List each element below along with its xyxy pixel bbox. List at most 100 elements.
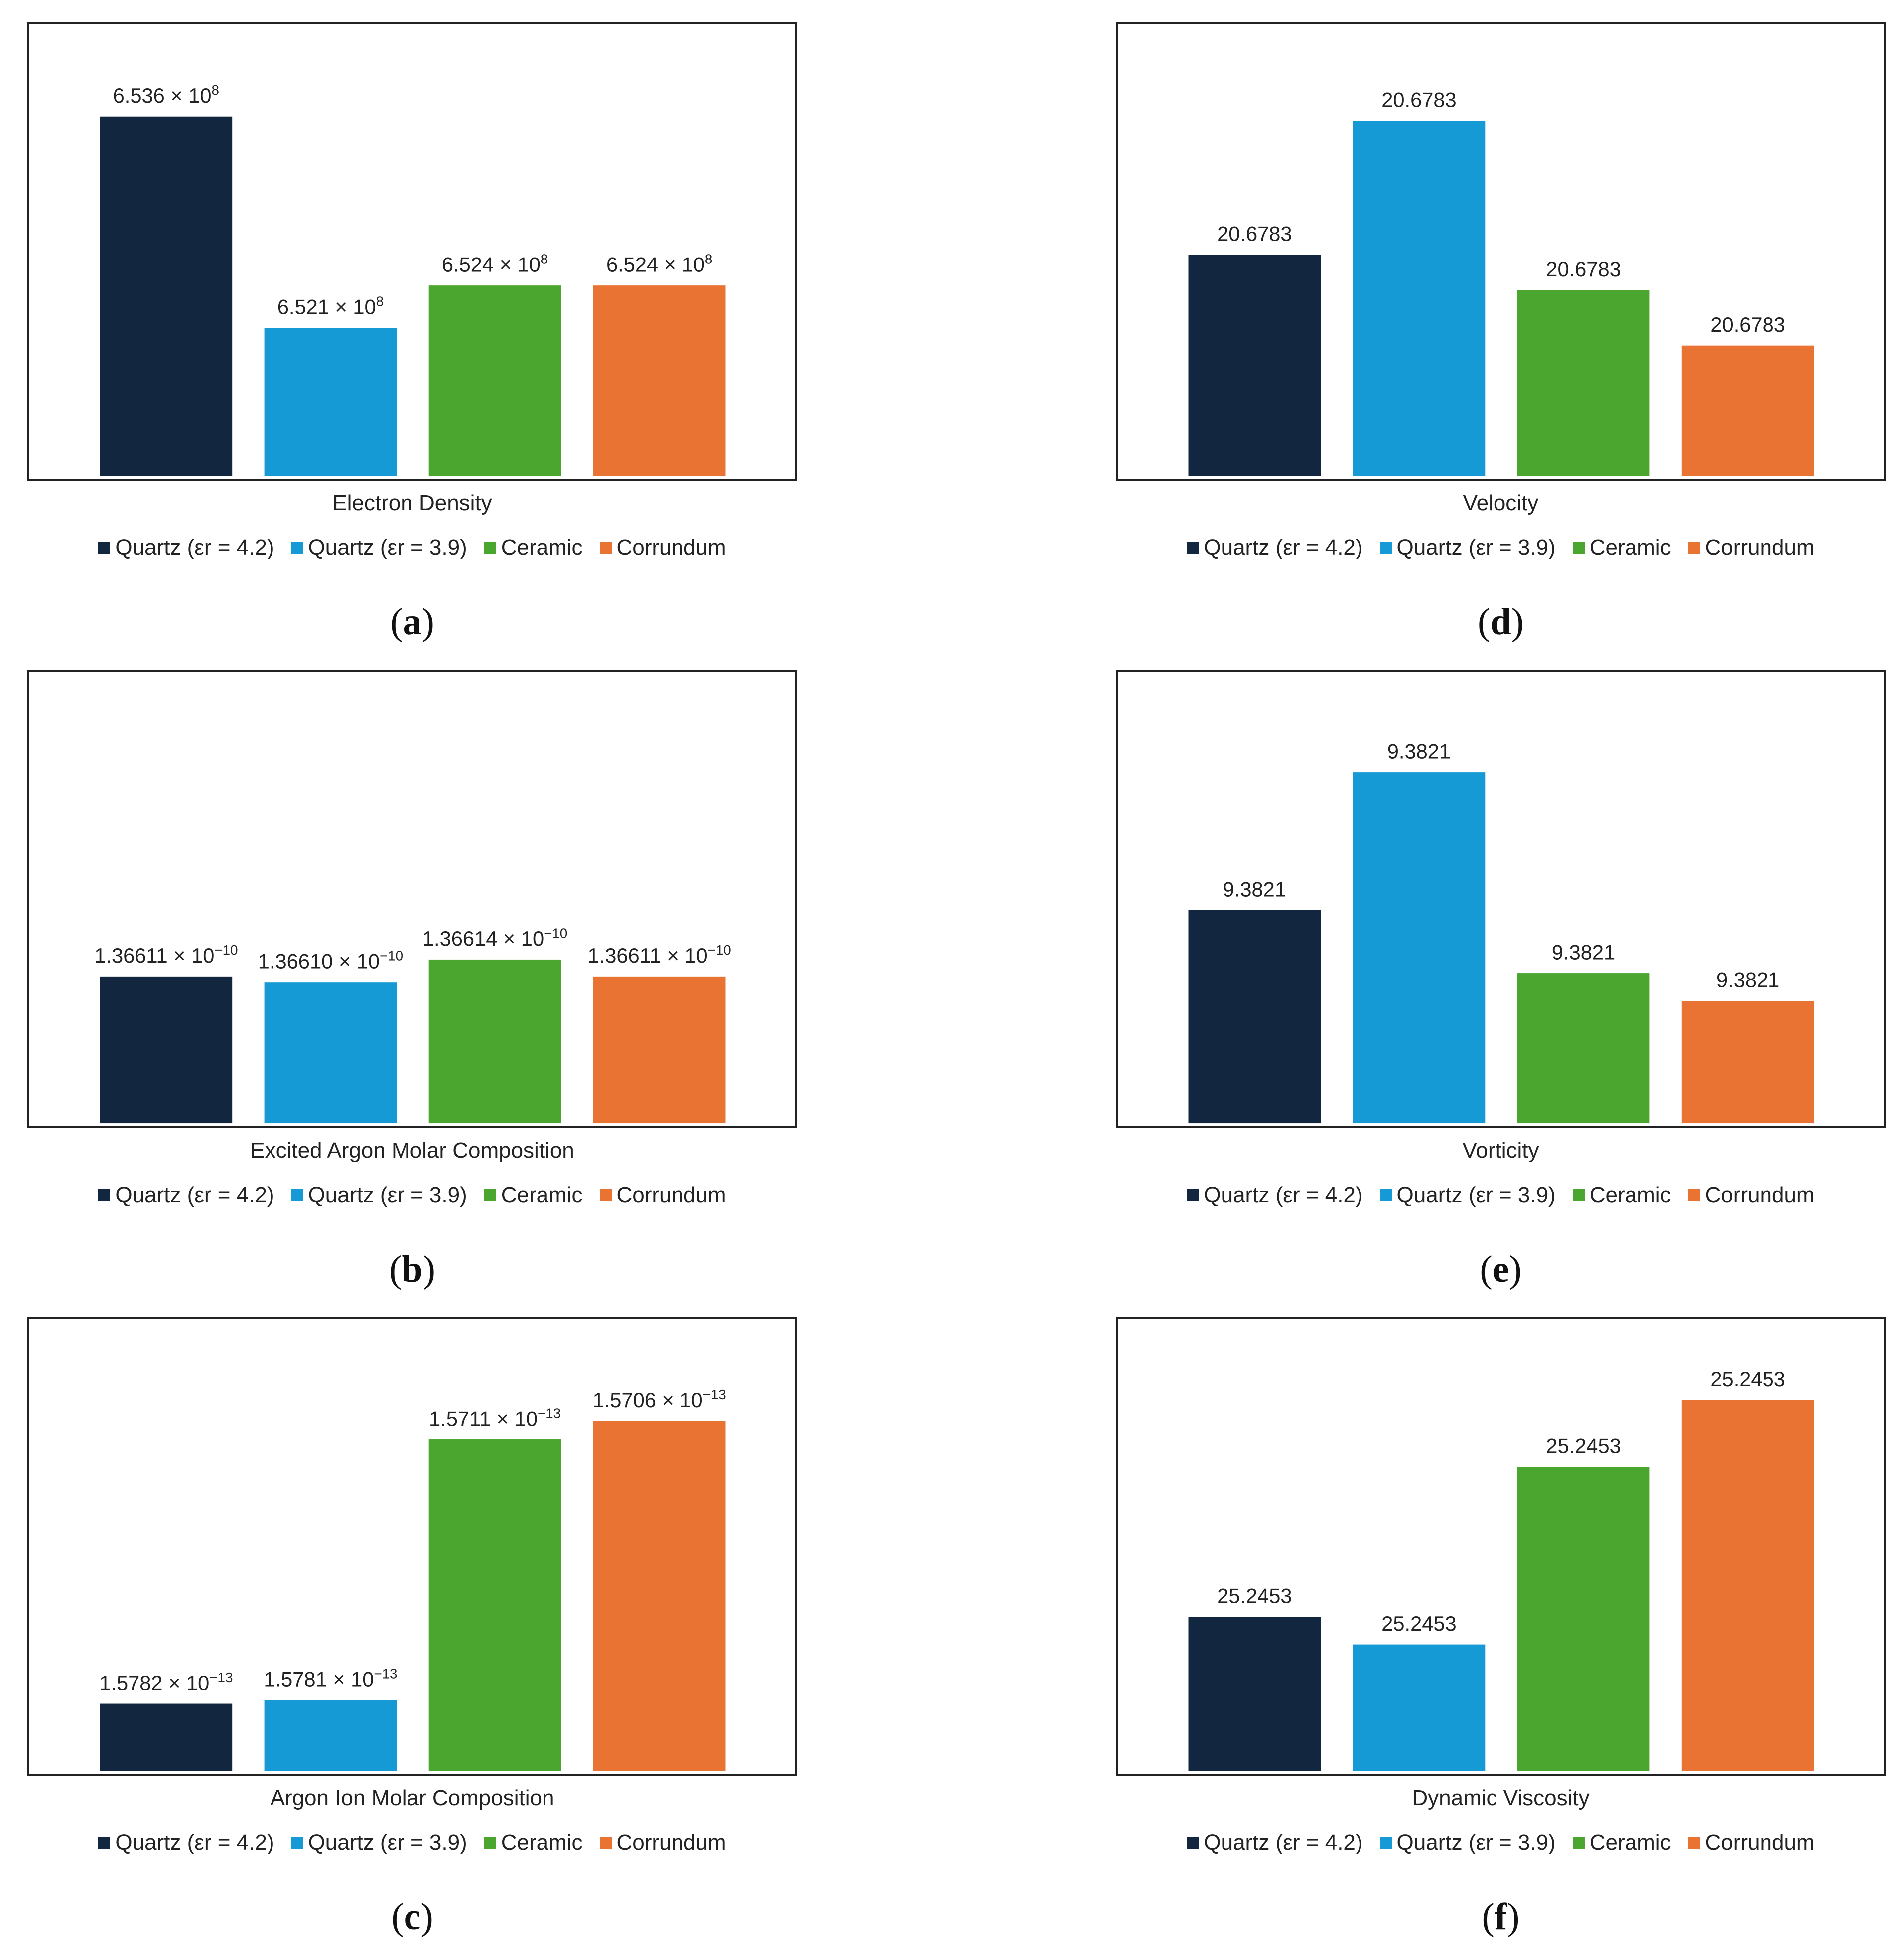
legend-label: Corrundum <box>1705 1830 1815 1855</box>
legend-label: Ceramic <box>501 1830 583 1855</box>
bar-3 <box>428 1439 561 1771</box>
legend-swatch <box>1688 1837 1700 1849</box>
legend-item: Quartz (εr = 4.2) <box>98 1830 274 1855</box>
legend-item: Quartz (εr = 3.9) <box>291 1830 467 1855</box>
data-label: 25.2453 <box>1546 1434 1621 1457</box>
bar-1 <box>1188 910 1321 1124</box>
data-label: 20.6783 <box>1546 258 1621 281</box>
legend-item: Ceramic <box>1572 1830 1671 1855</box>
legend-item: Quartz (εr = 3.9) <box>1379 535 1556 560</box>
legend-item: Corrundum <box>599 1183 726 1208</box>
data-label: 1.36611 × 10−10 <box>94 942 238 967</box>
bar-chart-svg: 25.2453 25.2453 25.2453 25.2453 <box>1188 1367 1814 1771</box>
x-axis-label: Electron Density <box>332 491 492 515</box>
bar-chart-svg: 1.36611 × 10−10 1.36610 × 10−10 1.36614 × … <box>94 925 731 1124</box>
chart-panel-a: 6.536 × 108 6.521 × 108 6.524 × 108 6.524 ×… <box>27 22 874 655</box>
legend-label: Ceramic <box>1589 535 1671 560</box>
legend: Quartz (εr = 4.2) Quartz (εr = 3.9) Cerami… <box>27 1183 797 1208</box>
legend-label: Quartz (εr = 4.2) <box>115 535 274 560</box>
bar-4 <box>1681 345 1814 476</box>
legend-label: Corrundum <box>616 1183 726 1207</box>
legend: Quartz (εr = 4.2) Quartz (εr = 3.9) Cerami… <box>27 535 797 560</box>
panel-label: (c) <box>391 1896 433 1938</box>
legend-label: Quartz (εr = 3.9) <box>1396 1183 1556 1207</box>
plot-area: 25.2453 25.2453 25.2453 25.2453 <box>1116 1317 1886 1776</box>
chart-panel-b: 1.36611 × 10−10 1.36610 × 10−10 1.36614 × … <box>27 670 874 1302</box>
legend-label: Ceramic <box>501 1183 583 1207</box>
plot-area: 6.536 × 108 6.521 × 108 6.524 × 108 6.524 ×… <box>27 22 797 481</box>
bar-4 <box>593 976 726 1124</box>
legend-swatch <box>98 542 111 554</box>
data-label: 1.5781 × 10−13 <box>264 1666 397 1690</box>
legend-swatch <box>484 1189 496 1201</box>
panel-label: (f) <box>1482 1896 1520 1938</box>
legend-item: Quartz (εr = 4.2) <box>98 535 274 560</box>
data-label: 25.2453 <box>1217 1584 1292 1607</box>
legend-swatch <box>1572 1837 1585 1849</box>
legend-swatch <box>1187 542 1199 554</box>
chart-panel-c: 1.5782 × 10−13 1.5781 × 10−13 1.5711 × 10−… <box>27 1317 874 1950</box>
bar-1 <box>100 976 233 1124</box>
legend-swatch <box>98 1189 111 1201</box>
legend-item: Corrundum <box>1688 1830 1815 1855</box>
legend-label: Quartz (εr = 3.9) <box>308 535 467 560</box>
bar-3 <box>1517 973 1650 1124</box>
legend-label: Quartz (εr = 3.9) <box>1396 535 1556 560</box>
legend-swatch <box>484 1837 496 1849</box>
legend-item: Quartz (εr = 3.9) <box>291 535 467 560</box>
bar-3 <box>1517 290 1650 476</box>
legend-label: Ceramic <box>1589 1830 1671 1855</box>
legend-item: Ceramic <box>1572 535 1671 560</box>
bar-chart-svg: 6.536 × 108 6.521 × 108 6.524 × 108 6.524 ×… <box>100 82 726 476</box>
bar-2 <box>1353 1644 1486 1771</box>
legend-label: Quartz (εr = 3.9) <box>308 1830 467 1855</box>
legend-item: Corrundum <box>1688 535 1815 560</box>
legend: Quartz (εr = 4.2) Quartz (εr = 3.9) Cerami… <box>1116 535 1886 560</box>
bar-chart-svg: 9.3821 9.3821 9.3821 9.3821 <box>1188 739 1814 1124</box>
bar-2 <box>1353 772 1486 1124</box>
data-label: 6.524 × 108 <box>442 252 548 276</box>
bar-1 <box>1188 255 1321 476</box>
legend-label: Quartz (εr = 3.9) <box>308 1183 467 1207</box>
plot-area: 20.6783 20.6783 20.6783 20.6783 <box>1116 22 1886 481</box>
data-label: 6.536 × 108 <box>113 82 219 107</box>
bar-3 <box>1517 1467 1650 1771</box>
legend-item: Quartz (εr = 4.2) <box>98 1183 274 1208</box>
x-axis-label: Argon Ion Molar Composition <box>270 1786 554 1810</box>
legend-label: Ceramic <box>1589 1183 1671 1207</box>
data-label: 20.6783 <box>1217 222 1292 246</box>
x-axis-label: Vorticity <box>1462 1138 1539 1163</box>
bar-chart-svg: 1.5782 × 10−13 1.5781 × 10−13 1.5711 × 10−… <box>99 1387 726 1771</box>
legend: Quartz (εr = 4.2) Quartz (εr = 3.9) Cerami… <box>1116 1183 1886 1208</box>
data-label: 1.36611 × 10−10 <box>588 942 731 967</box>
data-label: 1.5782 × 10−13 <box>99 1670 233 1694</box>
bar-1 <box>100 1703 233 1771</box>
panel-label: (e) <box>1480 1248 1522 1290</box>
panel-label: (d) <box>1478 601 1524 643</box>
bar-3 <box>428 285 561 476</box>
legend-swatch <box>98 1837 111 1849</box>
legend-label: Corrundum <box>616 535 726 560</box>
data-label: 9.3821 <box>1552 940 1615 964</box>
data-label: 1.5711 × 10−13 <box>429 1405 561 1430</box>
legend-item: Corrundum <box>1688 1183 1815 1208</box>
panel-label: (a) <box>390 601 434 643</box>
data-label: 1.36610 × 10−10 <box>258 948 403 973</box>
legend-item: Quartz (εr = 4.2) <box>1187 1830 1363 1855</box>
data-label: 9.3821 <box>1387 739 1451 763</box>
bar-1 <box>100 116 233 476</box>
legend-label: Corrundum <box>1705 1183 1815 1207</box>
bar-4 <box>593 285 726 476</box>
legend-item: Quartz (εr = 3.9) <box>291 1183 467 1208</box>
bar-1 <box>1188 1617 1321 1771</box>
legend-item: Quartz (εr = 3.9) <box>1379 1830 1556 1855</box>
legend-label: Quartz (εr = 4.2) <box>1204 1183 1363 1207</box>
bar-4 <box>1681 1001 1814 1124</box>
bar-2 <box>264 328 397 476</box>
legend-label: Quartz (εr = 4.2) <box>1204 1830 1363 1855</box>
legend-item: Quartz (εr = 4.2) <box>1187 1183 1363 1208</box>
legend: Quartz (εr = 4.2) Quartz (εr = 3.9) Cerami… <box>27 1830 797 1855</box>
legend-swatch <box>1187 1837 1199 1849</box>
bar-3 <box>428 959 561 1124</box>
legend-item: Quartz (εr = 3.9) <box>1379 1183 1556 1208</box>
